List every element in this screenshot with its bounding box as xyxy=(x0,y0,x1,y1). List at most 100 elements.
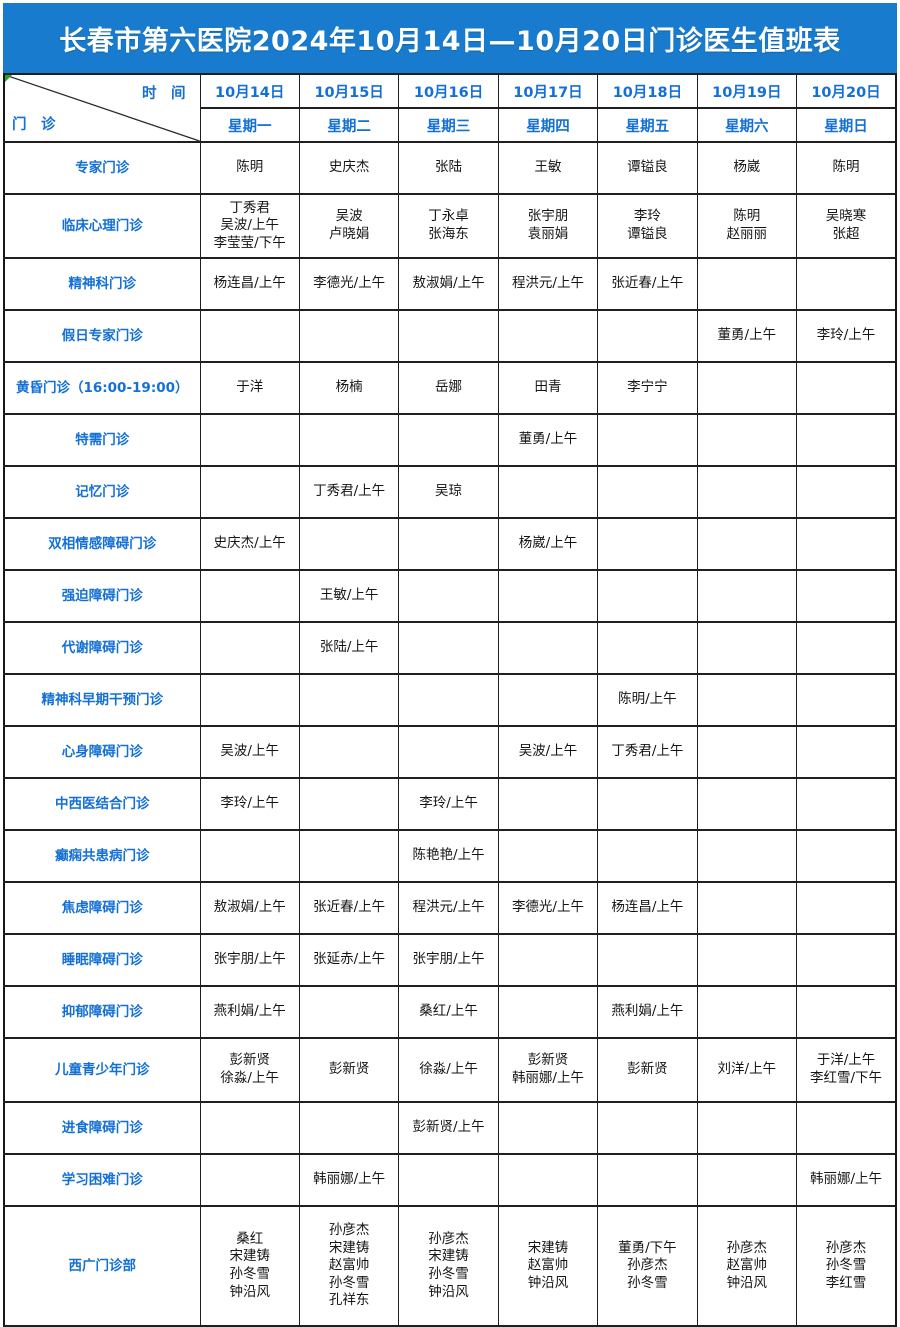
schedule-cell xyxy=(497,1153,599,1207)
schedule-cell: 谭镒良 xyxy=(597,141,698,195)
schedule-cell: 杨连昌/上午 xyxy=(597,881,698,935)
row-label: 西广门诊部 xyxy=(3,1205,201,1327)
schedule-cell xyxy=(497,621,599,675)
schedule-cell xyxy=(796,517,897,571)
schedule-cell xyxy=(597,413,698,467)
schedule-cell xyxy=(398,309,499,363)
row-label: 进食障碍门诊 xyxy=(3,1101,201,1155)
schedule-cell: 李德光/上午 xyxy=(298,257,400,311)
schedule-cell: 李德光/上午 xyxy=(497,881,599,935)
date-header: 10月20日 xyxy=(796,73,897,109)
row-label: 假日专家门诊 xyxy=(3,309,201,363)
weekday-header: 星期五 xyxy=(597,107,698,143)
schedule-cell: 敖淑娟/上午 xyxy=(398,257,499,311)
schedule-cell xyxy=(696,413,798,467)
schedule-cell: 董勇/上午 xyxy=(696,309,798,363)
schedule-cell: 彭新贤 韩丽娜/上午 xyxy=(497,1037,599,1103)
weekday-header-row: 星期一 星期二 星期三 星期四 星期五 星期六 星期日 xyxy=(4,107,897,143)
schedule-cell: 李玲/上午 xyxy=(796,309,897,363)
schedule-cell: 陈明/上午 xyxy=(597,673,698,727)
table-row: 癫痫共患病门诊 陈艳艳/上午 xyxy=(3,829,897,883)
schedule-cell: 彭新贤/上午 xyxy=(398,1101,499,1155)
diagonal-divider xyxy=(5,75,200,141)
schedule-cell xyxy=(497,673,599,727)
schedule-cell xyxy=(796,985,897,1039)
row-label: 癫痫共患病门诊 xyxy=(3,829,201,883)
schedule-cell: 董勇/上午 xyxy=(497,413,599,467)
schedule-cell xyxy=(796,777,897,831)
schedule-table: 时 间 门 诊 10月14日 10月15日 10月16日 10月17日 10月18日 10… xyxy=(3,73,897,1327)
table-row: 精神科早期干预门诊 陈明/上午 xyxy=(3,673,897,727)
schedule-cell xyxy=(497,829,599,883)
schedule-cell xyxy=(597,829,698,883)
schedule-cell xyxy=(298,413,400,467)
schedule-cell: 董勇/下午 孙彦杰 孙冬雪 xyxy=(597,1205,698,1327)
schedule-cell xyxy=(696,985,798,1039)
schedule-cell: 敖淑娟/上午 xyxy=(199,881,300,935)
schedule-cell: 吴波/上午 xyxy=(199,725,300,779)
date-header: 10月17日 xyxy=(497,73,599,109)
schedule-cell xyxy=(298,985,400,1039)
schedule-cell: 杨崴 xyxy=(696,141,798,195)
row-label: 双相情感障碍门诊 xyxy=(3,517,201,571)
table-row: 焦虑障碍门诊 敖淑娟/上午 张近春/上午 程洪元/上午 李德光/上午 杨连昌/上午 xyxy=(3,881,897,935)
schedule-cell xyxy=(796,361,897,415)
table-row: 西广门诊部 桑红 宋建铸 孙冬雪 钟沿风 孙彦杰 宋建铸 赵富帅 孙冬雪 孔祥东 孙彦… xyxy=(3,1205,897,1327)
weekday-header: 星期三 xyxy=(398,107,499,143)
schedule-cell xyxy=(796,881,897,935)
schedule-cell xyxy=(796,1101,897,1155)
schedule-cell: 宋建铸 赵富帅 钟沿风 xyxy=(497,1205,599,1327)
schedule-cell: 杨楠 xyxy=(298,361,400,415)
schedule-cell: 彭新贤 xyxy=(597,1037,698,1103)
schedule-cell xyxy=(696,517,798,571)
schedule-cell: 张近春/上午 xyxy=(298,881,400,935)
schedule-cell: 李宁宁 xyxy=(597,361,698,415)
schedule-cell: 孙彦杰 孙冬雪 李红雪 xyxy=(796,1205,897,1327)
weekday-header: 星期六 xyxy=(696,107,798,143)
schedule-cell: 吴琼 xyxy=(398,465,499,519)
row-label: 学习困难门诊 xyxy=(3,1153,201,1207)
schedule-cell: 吴波 卢晓娟 xyxy=(298,193,400,259)
schedule-cell: 燕利娟/上午 xyxy=(597,985,698,1039)
row-label: 代谢障碍门诊 xyxy=(3,621,201,675)
schedule-cell xyxy=(796,725,897,779)
schedule-cell xyxy=(398,725,499,779)
schedule-cell xyxy=(497,309,599,363)
table-row: 临床心理门诊 丁秀君 吴波/上午 李莹莹/下午 吴波 卢晓娟 丁永卓 张海东 张宇朋 袁… xyxy=(3,193,897,259)
schedule-cell xyxy=(298,777,400,831)
table-row: 学习困难门诊 韩丽娜/上午 韩丽娜/上午 xyxy=(3,1153,897,1207)
schedule-cell: 孙彦杰 赵富帅 钟沿风 xyxy=(696,1205,798,1327)
row-label: 中西医结合门诊 xyxy=(3,777,201,831)
table-row: 心身障碍门诊 吴波/上午 吴波/上午 丁秀君/上午 xyxy=(3,725,897,779)
table-row: 精神科门诊 杨连昌/上午 李德光/上午 敖淑娟/上午 程洪元/上午 张近春/上午 xyxy=(3,257,897,311)
schedule-cell: 彭新贤 xyxy=(298,1037,400,1103)
schedule-cell: 史庆杰/上午 xyxy=(199,517,300,571)
schedule-cell xyxy=(497,569,599,623)
schedule-cell xyxy=(597,1153,698,1207)
schedule-cell xyxy=(497,777,599,831)
schedule-cell xyxy=(298,309,400,363)
row-label: 黄昏门诊（16:00-19:00） xyxy=(3,361,201,415)
schedule-cell: 李玲/上午 xyxy=(199,777,300,831)
schedule-cell: 于洋 xyxy=(199,361,300,415)
schedule-cell: 陈明 xyxy=(796,141,897,195)
schedule-cell xyxy=(497,933,599,987)
schedule-cell xyxy=(696,829,798,883)
schedule-cell xyxy=(398,621,499,675)
schedule-cell xyxy=(597,465,698,519)
row-label: 特需门诊 xyxy=(3,413,201,467)
page-title: 长春市第六医院2024年10月14日—10月20日门诊医生值班表 xyxy=(59,25,841,57)
table-row: 抑郁障碍门诊 燕利娟/上午 桑红/上午 燕利娟/上午 xyxy=(3,985,897,1039)
schedule-cell: 孙彦杰 宋建铸 赵富帅 孙冬雪 孔祥东 xyxy=(298,1205,400,1327)
schedule-cell: 田青 xyxy=(497,361,599,415)
schedule-cell xyxy=(796,621,897,675)
schedule-cell: 于洋/上午 李红雪/下午 xyxy=(796,1037,897,1103)
table-row: 假日专家门诊 董勇/上午 李玲/上午 xyxy=(3,309,897,363)
schedule-cell xyxy=(597,777,698,831)
schedule-cell: 陈艳艳/上午 xyxy=(398,829,499,883)
schedule-cell xyxy=(199,569,300,623)
schedule-cell xyxy=(497,985,599,1039)
schedule-cell xyxy=(696,777,798,831)
schedule-cell: 张延赤/上午 xyxy=(298,933,400,987)
schedule-cell: 彭新贤 徐淼/上午 xyxy=(199,1037,300,1103)
